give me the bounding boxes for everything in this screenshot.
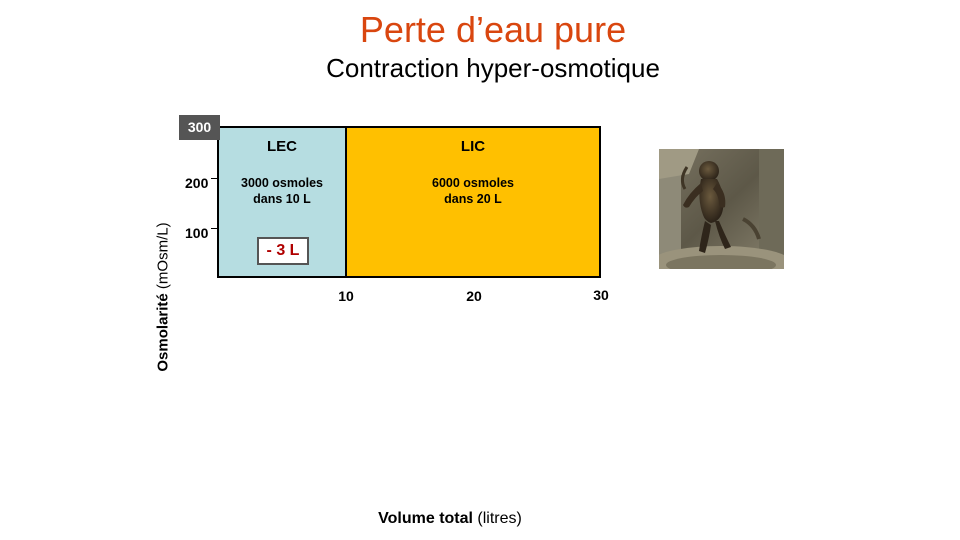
y-tick-label: 200 [185, 175, 209, 191]
statue-photo [659, 149, 784, 269]
x-axis-unit: (litres) [477, 510, 522, 527]
y-tick-label: 100 [185, 225, 209, 241]
y-max-badge: 300 [179, 115, 220, 140]
x-tick-label: 30 [593, 287, 609, 303]
y-axis-name: Osmolarité [154, 293, 172, 372]
y-axis-unit: (mOsm/L) [154, 222, 172, 290]
lec-description: 3000 osmoles dans 10 L [219, 175, 345, 207]
y-axis-label: Osmolarité (mOsm/L) [155, 222, 172, 371]
lic-compartment: LIC 6000 osmoles dans 20 L [345, 126, 601, 278]
y-tick-mark [211, 178, 217, 179]
lec-osmoles: 3000 osmoles [241, 176, 323, 190]
lec-volume: dans 10 L [253, 192, 311, 206]
slide-title: Perte d’eau pure [359, 9, 627, 50]
lic-osmoles: 6000 osmoles [432, 176, 514, 190]
water-loss-label: - 3 L [257, 237, 309, 265]
x-axis-name: Volume total [378, 510, 473, 527]
statue-photo-drawing [659, 149, 784, 269]
lic-title: LIC [460, 138, 486, 155]
lic-description: 6000 osmoles dans 20 L [347, 175, 599, 207]
lec-title: LEC [267, 138, 297, 155]
x-tick-label: 10 [338, 288, 354, 304]
x-axis-label: Volume total (litres) [0, 510, 900, 528]
y-tick-mark [211, 228, 217, 229]
slide-subtitle: Contraction hyper-osmotique [326, 53, 660, 83]
x-tick-label: 20 [466, 288, 482, 304]
lic-volume: dans 20 L [444, 192, 502, 206]
